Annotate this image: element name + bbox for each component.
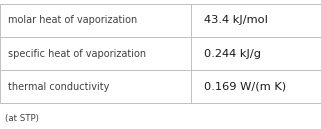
Text: molar heat of vaporization: molar heat of vaporization: [8, 15, 137, 25]
Text: (at STP): (at STP): [5, 114, 39, 123]
Bar: [0, 4, 321, 37]
Text: 0.169 W/(m K): 0.169 W/(m K): [204, 82, 286, 92]
Bar: [0, 70, 321, 103]
Bar: [0, 37, 321, 70]
Text: specific heat of vaporization: specific heat of vaporization: [8, 49, 146, 59]
Text: 43.4 kJ/mol: 43.4 kJ/mol: [204, 15, 268, 25]
Text: thermal conductivity: thermal conductivity: [8, 82, 109, 92]
Text: 0.244 kJ/g: 0.244 kJ/g: [204, 49, 261, 59]
